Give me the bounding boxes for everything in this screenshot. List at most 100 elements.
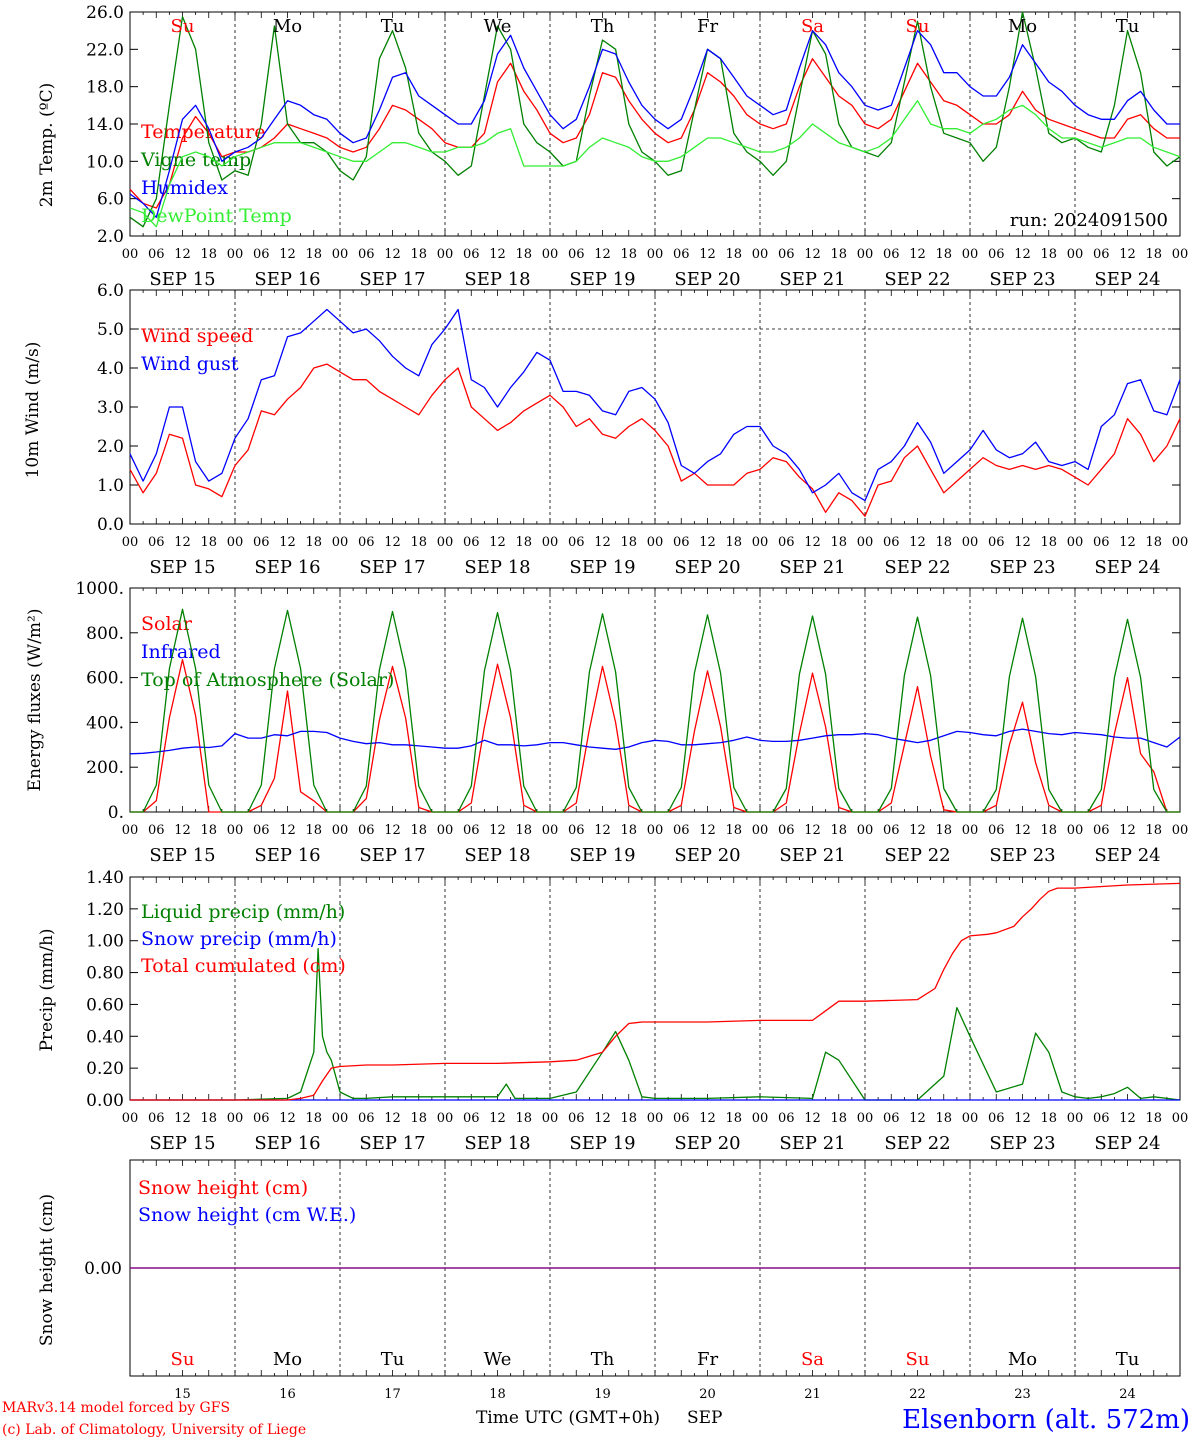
hour-label: 18 bbox=[830, 823, 847, 838]
hour-label: 00 bbox=[437, 535, 454, 550]
hour-label: 00 bbox=[1172, 535, 1189, 550]
hour-label: 18 bbox=[935, 823, 952, 838]
y-tick-label: 0.60 bbox=[86, 995, 124, 1015]
sep-date-label: SEP 23 bbox=[989, 269, 1055, 290]
sep-date-label: SEP 18 bbox=[464, 557, 530, 578]
hour-label: 12 bbox=[909, 823, 926, 838]
hour-label: 00 bbox=[122, 247, 139, 262]
sep-date-label: SEP 24 bbox=[1094, 845, 1160, 866]
legend-entry: Humidex bbox=[141, 177, 228, 199]
sep-date-label: SEP 17 bbox=[359, 845, 425, 866]
hour-label: 12 bbox=[594, 1111, 611, 1126]
sep-date-label: SEP 24 bbox=[1094, 1133, 1160, 1154]
hour-label: 06 bbox=[988, 1111, 1005, 1126]
hour-label: 12 bbox=[699, 1111, 716, 1126]
hour-label: 12 bbox=[174, 823, 191, 838]
sep-date-label: SEP 16 bbox=[254, 845, 320, 866]
hour-label: 18 bbox=[725, 247, 742, 262]
legend-entry: Wind speed bbox=[141, 325, 253, 347]
sep-date-label: SEP 24 bbox=[1094, 269, 1160, 290]
y-tick-label: 0.20 bbox=[86, 1059, 124, 1079]
hour-label: 00 bbox=[332, 1111, 349, 1126]
weekday-label: We bbox=[484, 16, 512, 37]
weekday-label: Su bbox=[171, 16, 195, 37]
hour-label: 18 bbox=[935, 247, 952, 262]
hour-label: 00 bbox=[332, 535, 349, 550]
hour-label: 00 bbox=[962, 535, 979, 550]
hour-label: 12 bbox=[1014, 1111, 1031, 1126]
legend-entry: Liquid precip (mm/h) bbox=[141, 901, 345, 923]
y-tick-label: 1.20 bbox=[86, 900, 124, 920]
hour-label: 12 bbox=[1119, 247, 1136, 262]
hour-label: 06 bbox=[1093, 247, 1110, 262]
y-tick-label: 0.00 bbox=[84, 1259, 122, 1279]
hour-label: 18 bbox=[1040, 247, 1057, 262]
sep-date-label: SEP 19 bbox=[569, 845, 635, 866]
y-tick-label: 800. bbox=[86, 624, 124, 644]
hour-label: 12 bbox=[489, 823, 506, 838]
hour-label: 06 bbox=[568, 823, 585, 838]
sep-date-label: SEP 24 bbox=[1094, 557, 1160, 578]
hour-label: 18 bbox=[515, 535, 532, 550]
weekday-label: Mo bbox=[1008, 1349, 1037, 1370]
hour-label: 06 bbox=[883, 1111, 900, 1126]
sep-date-label: SEP 22 bbox=[884, 557, 950, 578]
hour-label: 12 bbox=[384, 823, 401, 838]
series-line-wind-1 bbox=[129, 308, 1181, 502]
hour-label: 00 bbox=[752, 247, 769, 262]
sep-date-label: SEP 18 bbox=[464, 845, 530, 866]
y-tick-label: 2.0 bbox=[97, 437, 124, 457]
hour-label: 06 bbox=[1093, 535, 1110, 550]
hour-label: 00 bbox=[542, 1111, 559, 1126]
hour-label: 06 bbox=[253, 535, 270, 550]
weekday-label: Sa bbox=[801, 16, 824, 37]
sep-date-label: SEP 15 bbox=[149, 1133, 215, 1154]
y-tick-label: 18.0 bbox=[86, 78, 124, 98]
sep-date-label: SEP 23 bbox=[989, 845, 1055, 866]
sep-date-label: SEP 23 bbox=[989, 557, 1055, 578]
legend-entry: DewPoint Temp bbox=[141, 205, 292, 227]
y-axis-title: Snow height (cm) bbox=[37, 1194, 57, 1346]
hour-label: 06 bbox=[463, 247, 480, 262]
hour-label: 18 bbox=[830, 535, 847, 550]
hour-label: 06 bbox=[148, 247, 165, 262]
hour-label: 12 bbox=[909, 1111, 926, 1126]
hour-label: 18 bbox=[200, 247, 217, 262]
sep-date-label: SEP 22 bbox=[884, 845, 950, 866]
series-line-energy-1 bbox=[129, 728, 1181, 755]
hour-label: 18 bbox=[1040, 1111, 1057, 1126]
hour-label: 18 bbox=[935, 1111, 952, 1126]
hour-label: 00 bbox=[227, 823, 244, 838]
hour-label: 12 bbox=[279, 1111, 296, 1126]
hour-label: 12 bbox=[804, 1111, 821, 1126]
weekday-label: Mo bbox=[1008, 16, 1037, 37]
hour-label: 06 bbox=[988, 535, 1005, 550]
hour-label: 00 bbox=[437, 247, 454, 262]
hour-label: 06 bbox=[673, 247, 690, 262]
hour-label: 00 bbox=[647, 1111, 664, 1126]
hour-label: 00 bbox=[332, 247, 349, 262]
weekday-label: Tu bbox=[381, 1349, 405, 1370]
hour-label: 12 bbox=[1014, 823, 1031, 838]
hour-label: 18 bbox=[1145, 823, 1162, 838]
legend-entry: Snow height (cm W.E.) bbox=[138, 1204, 356, 1226]
y-tick-label: 10.0 bbox=[86, 152, 124, 172]
panel-wind: 0.0 1.0 2.0 3.0 4.0 5.0 6.0 10m Wind (m/s) Wind … bbox=[23, 281, 1188, 578]
hour-label: 18 bbox=[305, 247, 322, 262]
hour-label: 12 bbox=[384, 247, 401, 262]
run-annotation: run: 2024091500 bbox=[1010, 210, 1168, 231]
sep-date-label: SEP 21 bbox=[779, 1133, 845, 1154]
date-label: 23 bbox=[1014, 1387, 1031, 1402]
weekday-label: Mo bbox=[273, 16, 302, 37]
y-tick-label: 0. bbox=[108, 803, 124, 823]
hour-label: 12 bbox=[174, 535, 191, 550]
y-tick-label: 6.0 bbox=[97, 281, 124, 301]
hour-label: 18 bbox=[1145, 1111, 1162, 1126]
sep-date-label: SEP 22 bbox=[884, 1133, 950, 1154]
hour-label: 06 bbox=[568, 535, 585, 550]
hour-label: 18 bbox=[305, 823, 322, 838]
hour-label: 12 bbox=[594, 247, 611, 262]
hour-label: 00 bbox=[1172, 823, 1189, 838]
hour-label: 12 bbox=[279, 247, 296, 262]
hour-label: 06 bbox=[148, 823, 165, 838]
